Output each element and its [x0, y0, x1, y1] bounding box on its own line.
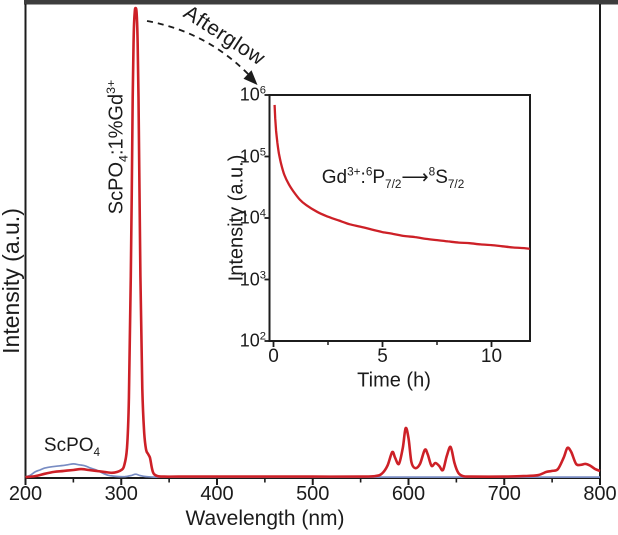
inset-x-tick-label: 10 [480, 346, 503, 367]
inset-x-tick-label: 0 [268, 346, 279, 367]
x-axis-tick-label: 300 [104, 483, 138, 505]
afterglow-arrowhead-icon [243, 70, 258, 85]
transition-annotation: Gd3+:6P7/2⟶8S7/2 [321, 165, 465, 191]
red-series-label: ScPO4:1%Gd3+ [103, 79, 131, 215]
afterglow-decay-curve [273, 104, 530, 250]
inset-x-tick-label: 5 [377, 346, 388, 367]
inset-frame [268, 94, 531, 342]
inset-y-tick-label: 106 [239, 84, 266, 105]
main-x-axis-label: Wavelength (nm) [185, 506, 345, 530]
main-y-axis-label: Intensity (a.u.) [0, 208, 24, 354]
x-axis-tick-label: 500 [296, 483, 330, 505]
x-axis-tick-label: 800 [583, 483, 617, 505]
scpo4-gd-spectrum-curve [25, 6, 601, 479]
inset-y-tick-label: 102 [239, 330, 266, 351]
afterglow-arrow-line [146, 20, 252, 78]
scpo4-spectrum-curve [25, 463, 600, 478]
inset-y-tick-label: 105 [239, 146, 266, 166]
inset-y-tick-label: 104 [239, 207, 266, 228]
x-axis-tick-label: 200 [8, 483, 43, 505]
x-axis-tick-label: 600 [391, 483, 426, 505]
blue-series-label: ScPO4 [43, 435, 101, 459]
inset-y-tick-label: 103 [239, 269, 266, 289]
x-axis-tick-label: 400 [200, 483, 234, 505]
inset-x-axis-label: Time (h) [357, 369, 431, 392]
x-axis-tick-label: 700 [487, 483, 521, 505]
figure-top-border [24, 0, 618, 5]
